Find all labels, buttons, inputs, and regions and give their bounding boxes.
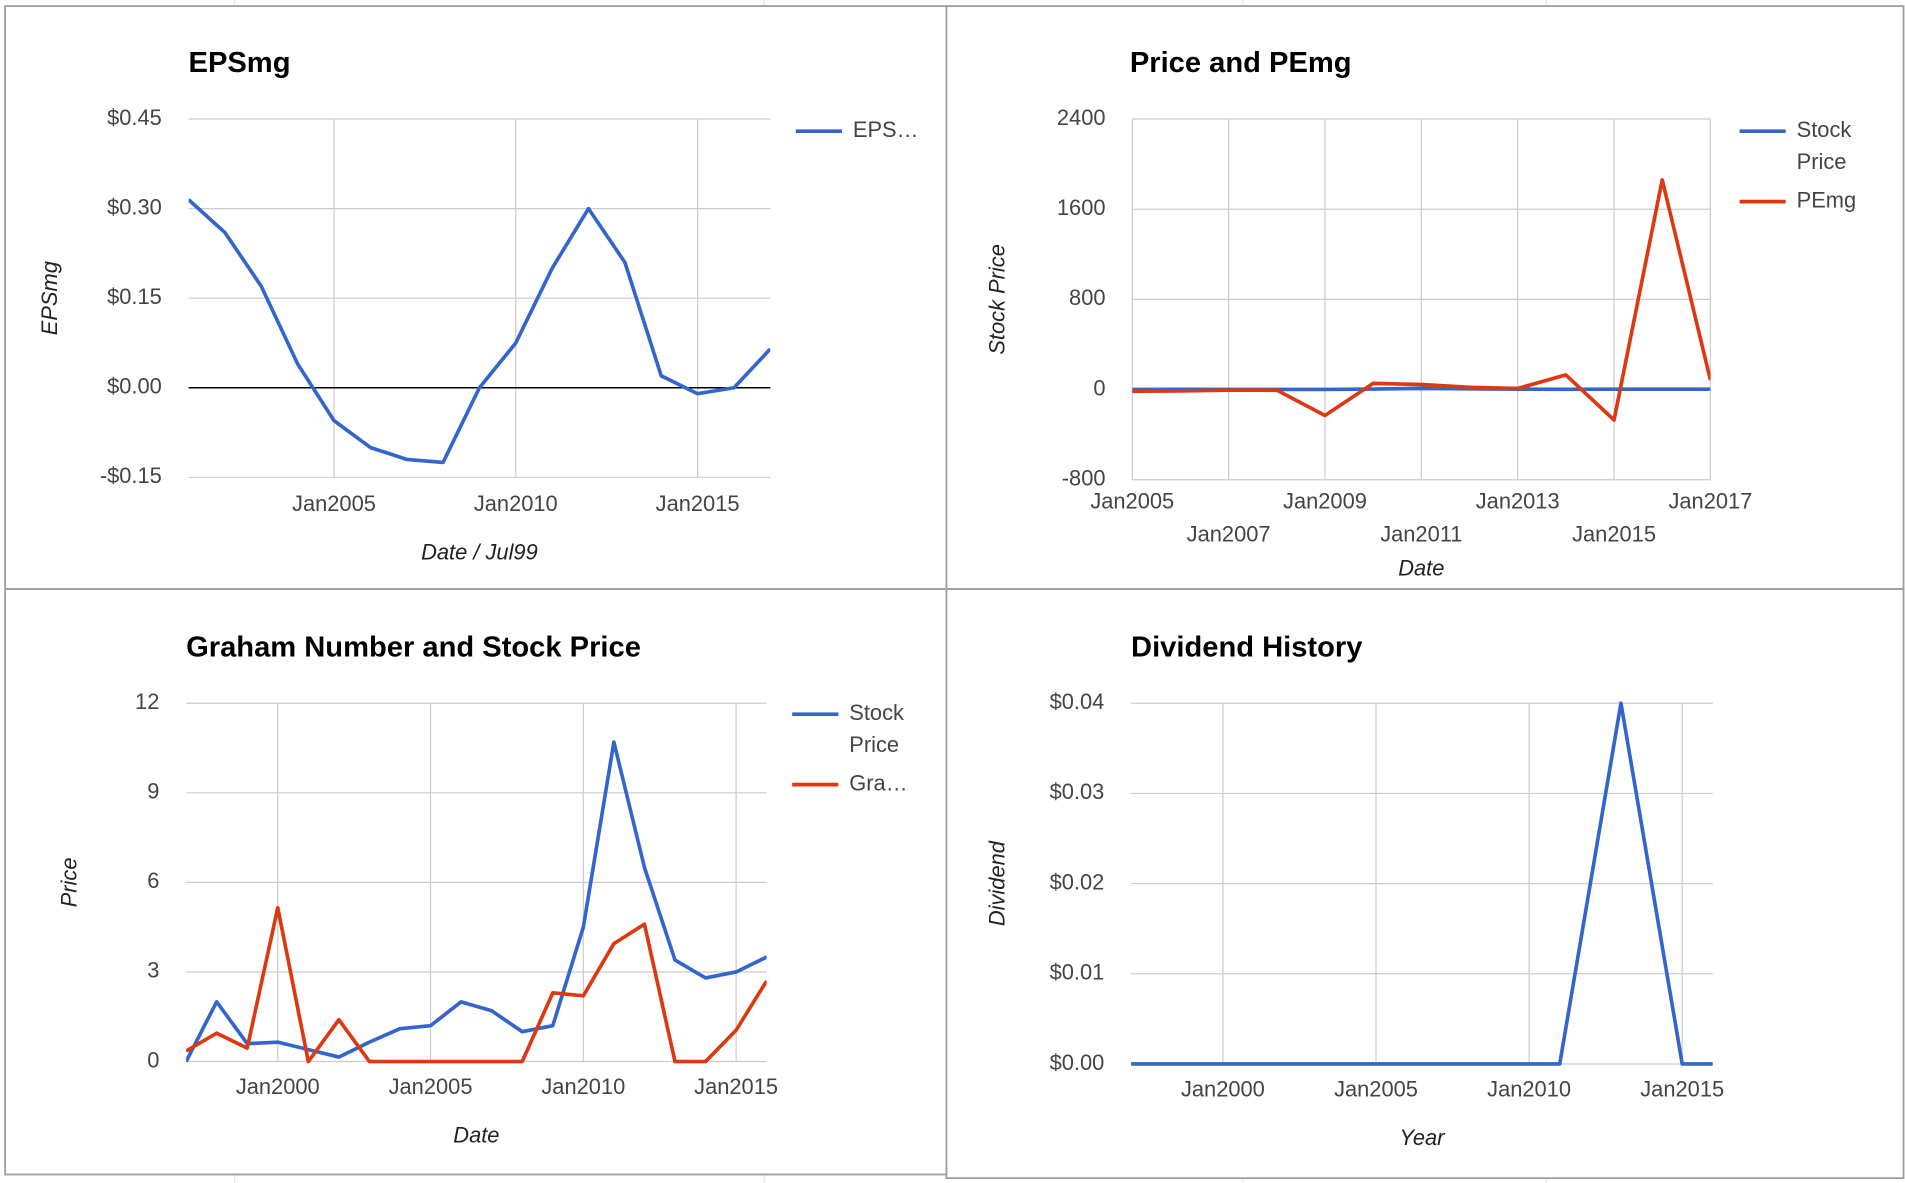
- legend-line: Price: [849, 732, 899, 757]
- x-tick-label: Jan2015: [1640, 1076, 1724, 1101]
- series-line: [1132, 178, 1711, 422]
- x-tick-label: Jan2015: [1572, 521, 1656, 546]
- y-tick-label: -$0.15: [100, 463, 162, 488]
- y-tick-label: 0: [1093, 375, 1105, 400]
- x-tick-label: Jan2010: [1487, 1076, 1571, 1101]
- y-tick-label: 12: [135, 689, 159, 714]
- x-tick-label: Jan2009: [1283, 489, 1367, 514]
- y-axis-title: Stock Price: [984, 244, 1009, 355]
- y-tick-label: $0.01: [1050, 960, 1105, 985]
- x-tick-label: Jan2005: [292, 491, 376, 516]
- panels: [4, 5, 1905, 1180]
- x-tick-label: Jan2017: [1668, 489, 1752, 514]
- x-tick-label: Jan2015: [694, 1074, 778, 1099]
- y-tick-label: $0.45: [107, 105, 162, 130]
- x-tick-label: Jan2013: [1476, 489, 1560, 514]
- x-tick-label: Jan2005: [1334, 1076, 1418, 1101]
- y-tick-label: 800: [1069, 285, 1105, 310]
- y-tick-label: 1600: [1057, 195, 1106, 220]
- y-tick-label: -800: [1062, 466, 1106, 491]
- x-tick-label: Jan2000: [236, 1074, 320, 1099]
- legend-label: Gra…: [849, 770, 907, 795]
- x-tick-label: Jan2011: [1380, 521, 1462, 546]
- x-axis-title: Date: [1398, 555, 1444, 580]
- legend-line: Stock: [1797, 117, 1858, 142]
- chart: Price and PEmg -800 0 800 1600 2400 Jan2005 Jan…: [984, 47, 1857, 580]
- chart-title: Dividend History: [1131, 631, 1363, 663]
- chart: EPSmg -$0.15 $0.00 $0.15 $0.30 $0.45 Jan2005 Ja…: [37, 47, 918, 565]
- legend-line: Stock: [849, 700, 910, 725]
- plot: [1132, 178, 1711, 422]
- series-line: [186, 905, 767, 1064]
- x-tick-label: Jan2010: [474, 491, 558, 516]
- series-line: [188, 198, 771, 465]
- x-tick-label: Jan2010: [541, 1074, 625, 1099]
- y-tick-label: 2400: [1057, 105, 1106, 130]
- x-axis-title: Date: [453, 1123, 499, 1148]
- y-tick-label: $0.00: [107, 374, 162, 399]
- y-axis-title: Price: [56, 857, 81, 907]
- y-tick-label: 6: [147, 868, 159, 893]
- y-tick-label: $0.15: [107, 284, 162, 309]
- plot: [1131, 701, 1713, 1066]
- x-axis-title: Year: [1399, 1125, 1446, 1150]
- chart-title: EPSmg: [189, 47, 291, 79]
- y-tick-label: 9: [147, 779, 159, 804]
- y-tick-label: 3: [147, 958, 159, 983]
- x-tick-label: Jan2015: [656, 491, 740, 516]
- legend-label: EPS…: [853, 117, 919, 142]
- y-tick-label: $0.04: [1050, 689, 1105, 714]
- y-tick-label: $0.03: [1050, 779, 1105, 804]
- legend-label: Stock Price: [1797, 117, 1858, 174]
- y-tick-label: $0.00: [1050, 1050, 1105, 1075]
- series-line: [1131, 701, 1713, 1066]
- x-tick-label: Jan2005: [389, 1074, 473, 1099]
- chart: Graham Number and Stock Price 0 3 6 9 12 Jan20…: [56, 631, 910, 1147]
- x-axis-title: Date / Jul99: [421, 540, 538, 565]
- y-tick-label: $0.02: [1050, 869, 1105, 894]
- legend-line: Price: [1797, 149, 1847, 174]
- x-tick-label: Jan2005: [1090, 489, 1174, 514]
- plot: [186, 740, 767, 1064]
- chart: Dividend History $0.00 $0.01 $0.02 $0.03 $0.0…: [984, 631, 1724, 1150]
- y-tick-label: $0.30: [107, 194, 162, 219]
- series-line: [186, 740, 767, 1063]
- y-tick-label: 0: [147, 1047, 159, 1072]
- y-axis-title: Dividend: [984, 840, 1009, 926]
- x-tick-label: Jan2007: [1187, 521, 1271, 546]
- plot: [188, 198, 771, 465]
- chart-title: Price and PEmg: [1130, 47, 1352, 79]
- chart-title: Graham Number and Stock Price: [186, 631, 641, 663]
- x-tick-label: Jan2000: [1181, 1076, 1265, 1101]
- legend-label: Stock Price: [849, 700, 910, 757]
- legend-label: PEmg: [1797, 187, 1857, 212]
- y-axis-title: EPSmg: [37, 261, 62, 335]
